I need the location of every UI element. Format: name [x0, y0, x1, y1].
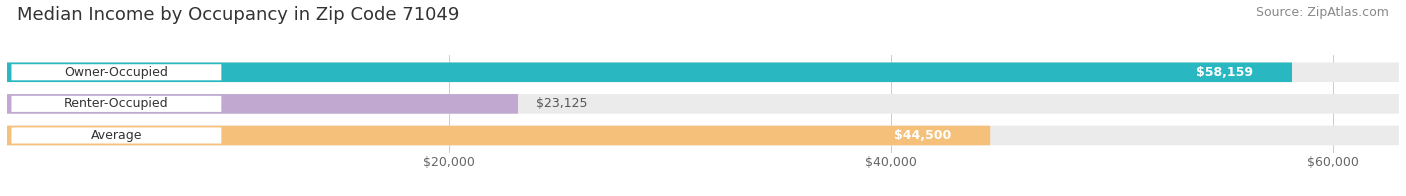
FancyBboxPatch shape: [11, 127, 221, 143]
FancyBboxPatch shape: [11, 96, 221, 112]
FancyBboxPatch shape: [11, 64, 221, 80]
Text: $23,125: $23,125: [536, 97, 588, 110]
FancyBboxPatch shape: [7, 94, 517, 114]
Text: Average: Average: [90, 129, 142, 142]
FancyBboxPatch shape: [7, 126, 1399, 145]
FancyBboxPatch shape: [7, 94, 1399, 114]
FancyBboxPatch shape: [7, 63, 1292, 82]
Text: Owner-Occupied: Owner-Occupied: [65, 66, 169, 79]
FancyBboxPatch shape: [7, 63, 1399, 82]
FancyBboxPatch shape: [7, 126, 990, 145]
Text: $44,500: $44,500: [894, 129, 952, 142]
Text: $58,159: $58,159: [1197, 66, 1253, 79]
FancyBboxPatch shape: [862, 128, 984, 143]
Text: Source: ZipAtlas.com: Source: ZipAtlas.com: [1256, 6, 1389, 19]
Text: Median Income by Occupancy in Zip Code 71049: Median Income by Occupancy in Zip Code 7…: [17, 6, 460, 24]
FancyBboxPatch shape: [1164, 65, 1285, 80]
Text: Renter-Occupied: Renter-Occupied: [65, 97, 169, 110]
